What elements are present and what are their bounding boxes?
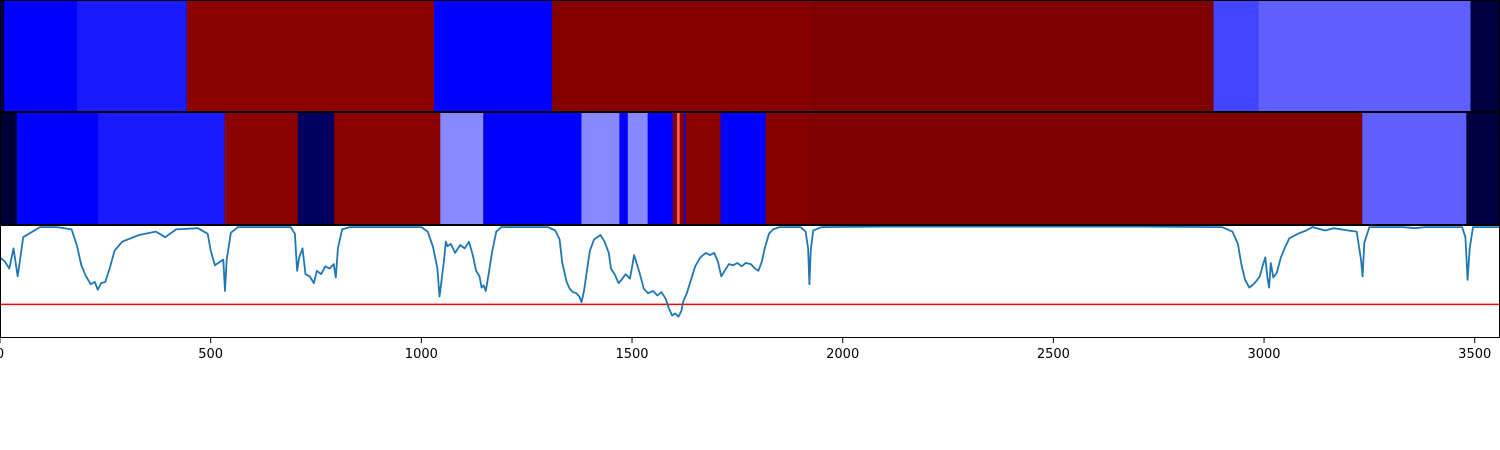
segment-strip-top [0,1,1500,111]
segment-middle-20 [809,113,1363,225]
segment-middle-5 [334,113,441,225]
x-tick-label: 3000 [1247,347,1280,362]
segment-top-9 [1471,1,1500,111]
line-panel [0,226,1500,338]
segment-middle-13 [673,113,678,225]
segment-middle-19 [766,113,810,225]
x-tick-label: 2500 [1037,347,1070,362]
segment-middle-21 [1362,113,1466,225]
x-tick-label: 1500 [615,347,648,362]
segment-middle-18 [721,113,766,225]
segment-middle-3 [225,113,299,225]
segment-middle-11 [628,113,648,225]
segment-middle-15 [680,113,685,225]
x-tick-label: 0 [0,347,4,362]
segment-top-4 [434,1,552,111]
segment-middle-2 [98,113,225,225]
segment-middle-6 [440,113,483,225]
segment-middle-1 [17,113,99,225]
segment-middle-9 [581,113,619,225]
segment-middle-0 [0,113,17,225]
segment-middle-10 [619,113,628,225]
segment-top-3 [187,1,435,111]
segment-middle-12 [648,113,674,225]
segment-top-6 [810,1,1214,111]
x-tick-label: 1000 [405,347,438,362]
segment-top-1 [4,1,77,111]
segment-middle-22 [1466,113,1500,225]
segment-top-8 [1259,1,1471,111]
segment-middle-17 [686,113,721,225]
segment-middle-4 [298,113,335,225]
segment-top-5 [552,1,811,111]
x-tick-label: 2000 [826,347,859,362]
segment-middle-8 [485,113,582,225]
segment-top-2 [77,1,187,111]
x-tick-label: 500 [198,347,223,362]
segment-strip-middle [0,113,1500,225]
segment-middle-14 [677,113,680,225]
x-tick-label: 3500 [1458,347,1491,362]
segment-top-7 [1213,1,1258,111]
